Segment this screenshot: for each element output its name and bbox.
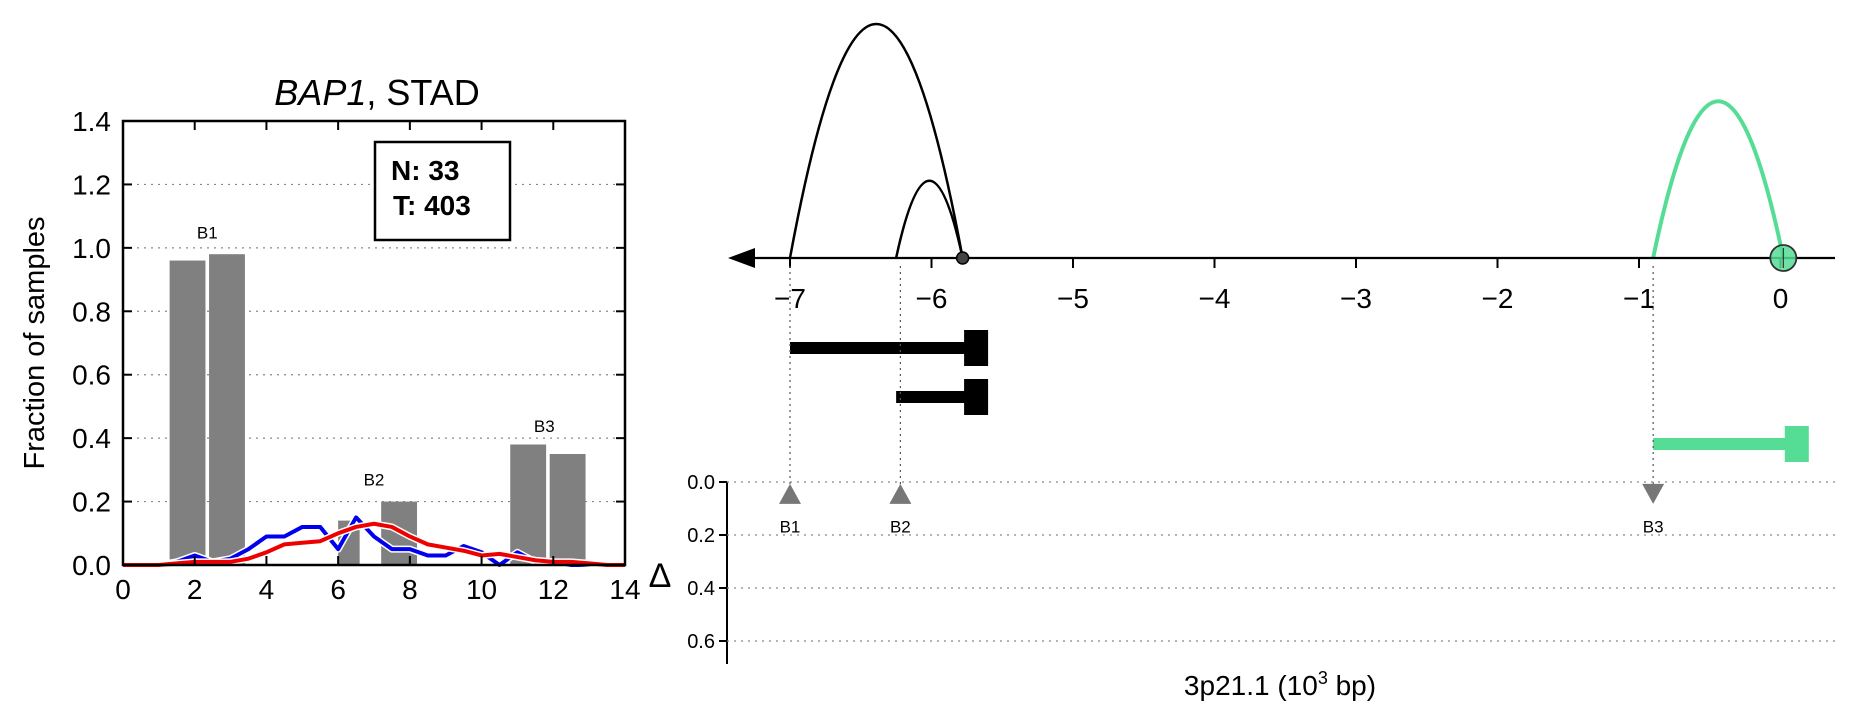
anchor-points — [955, 244, 1798, 272]
breakpoint-markers: B1 B2 B3 — [779, 483, 1665, 536]
x-tick-label: −2 — [1482, 283, 1514, 314]
y-tick-label: 0.4 — [72, 423, 111, 454]
x-axis-label-main: 3p21.1 (10 — [1184, 670, 1318, 701]
bar-label: B1 — [197, 223, 218, 242]
gene-bar — [1653, 438, 1787, 450]
gene-bar-cap — [1784, 426, 1809, 462]
arrow-left-icon — [728, 248, 755, 268]
annotation-t-count: T: 403 — [393, 190, 471, 221]
annotation-frame — [373, 140, 512, 242]
series-line-red — [123, 521, 625, 567]
x-tick-label: 6 — [330, 574, 346, 605]
arc-links — [788, 23, 1786, 259]
chart-title-rest: , STAD — [366, 72, 479, 113]
gene-bar — [790, 342, 967, 354]
x-tick-label: 8 — [402, 574, 418, 605]
y-tick-label: 0.0 — [72, 550, 111, 581]
genomic-axis: −7 −6 −5 −4 −3 −2 −1 0 — [728, 248, 1835, 314]
x-tick-label: 0 — [115, 574, 131, 605]
gene-bar-cap — [964, 330, 989, 366]
triangle-up-icon — [889, 483, 912, 504]
x-tick-label: −4 — [1199, 283, 1231, 314]
x-tick-label: 12 — [538, 574, 569, 605]
arc-link — [788, 23, 964, 259]
delta-axis-label: Δ — [649, 557, 672, 595]
bar — [209, 254, 245, 565]
bar-series — [169, 254, 586, 565]
triangle-up-icon — [779, 483, 801, 504]
anchor-dot — [955, 251, 970, 265]
bar-labels: B1 B2 B3 — [197, 223, 555, 489]
x-axis-label-exponent: 3 — [1318, 668, 1328, 688]
x-tick-label: 2 — [187, 574, 203, 605]
triangle-down-icon — [1642, 483, 1665, 504]
bar — [510, 444, 547, 565]
x-tick-label: −3 — [1340, 283, 1372, 314]
bar-label: B2 — [364, 471, 385, 490]
delta-tick-label: 0.0 — [687, 472, 715, 494]
gene-bars — [790, 330, 1809, 462]
bar — [549, 454, 586, 565]
x-axis-label: 3p21.1 (103 bp) — [1184, 668, 1376, 701]
y-tick-label: 1.0 — [72, 233, 111, 264]
y-axis-ticks: 0.0 0.2 0.4 0.6 0.8 1.0 1.2 1.4 — [72, 106, 625, 581]
arc-link — [1651, 99, 1786, 259]
x-axis-ticks: 0 2 4 6 8 10 12 14 — [115, 121, 641, 605]
histogram-chart: BAP1, STAD B1 B2 B3 0.0 0.2 0.4 0.6 0.8 1.0 1.2 1… — [19, 72, 641, 605]
y-tick-label: 0.2 — [72, 487, 111, 518]
y-tick-label: 1.2 — [72, 169, 111, 200]
chart-title: BAP1, STAD — [274, 72, 479, 113]
delta-tick-label: 0.4 — [687, 578, 715, 600]
annotation-box: N: 33 T: 403 — [373, 140, 512, 242]
marker-label: B1 — [780, 517, 801, 536]
x-tick-label: −5 — [1057, 283, 1089, 314]
line-series — [123, 513, 625, 569]
chart-title-gene: BAP1 — [274, 72, 366, 113]
y-tick-label: 1.4 — [72, 106, 111, 137]
bar-label: B3 — [534, 417, 555, 436]
y-tick-label: 0.6 — [72, 360, 111, 391]
x-tick-label: −1 — [1623, 283, 1655, 314]
gene-bar-cap — [964, 379, 989, 415]
delta-tick-label: 0.2 — [687, 525, 715, 547]
x-tick-label: 4 — [259, 574, 275, 605]
x-tick-label: 0 — [1773, 283, 1789, 314]
locus-diagram: −7 −6 −5 −4 −3 −2 −1 0 0.00.20.40.6Δ B1 B2 B3 3p2… — [649, 23, 1835, 701]
delta-axis: 0.0 0.2 0.4 0.6 Δ — [649, 472, 1835, 664]
marker-label: B2 — [890, 517, 911, 536]
marker-label: B3 — [1643, 517, 1664, 536]
x-tick-label: 10 — [466, 574, 497, 605]
plot-frame — [121, 119, 627, 567]
annotation-n-count: N: 33 — [391, 155, 459, 186]
y-tick-label: 0.8 — [72, 296, 111, 327]
y-axis-label: Fraction of samples — [19, 216, 51, 469]
bar — [169, 260, 206, 565]
arc-link — [894, 179, 964, 259]
delta-tick-label: 0.6 — [687, 631, 715, 653]
x-axis-label-unit: bp) — [1328, 670, 1376, 701]
x-tick-label: 14 — [609, 574, 640, 605]
gene-bar — [896, 391, 967, 403]
x-tick-label: −6 — [916, 283, 948, 314]
